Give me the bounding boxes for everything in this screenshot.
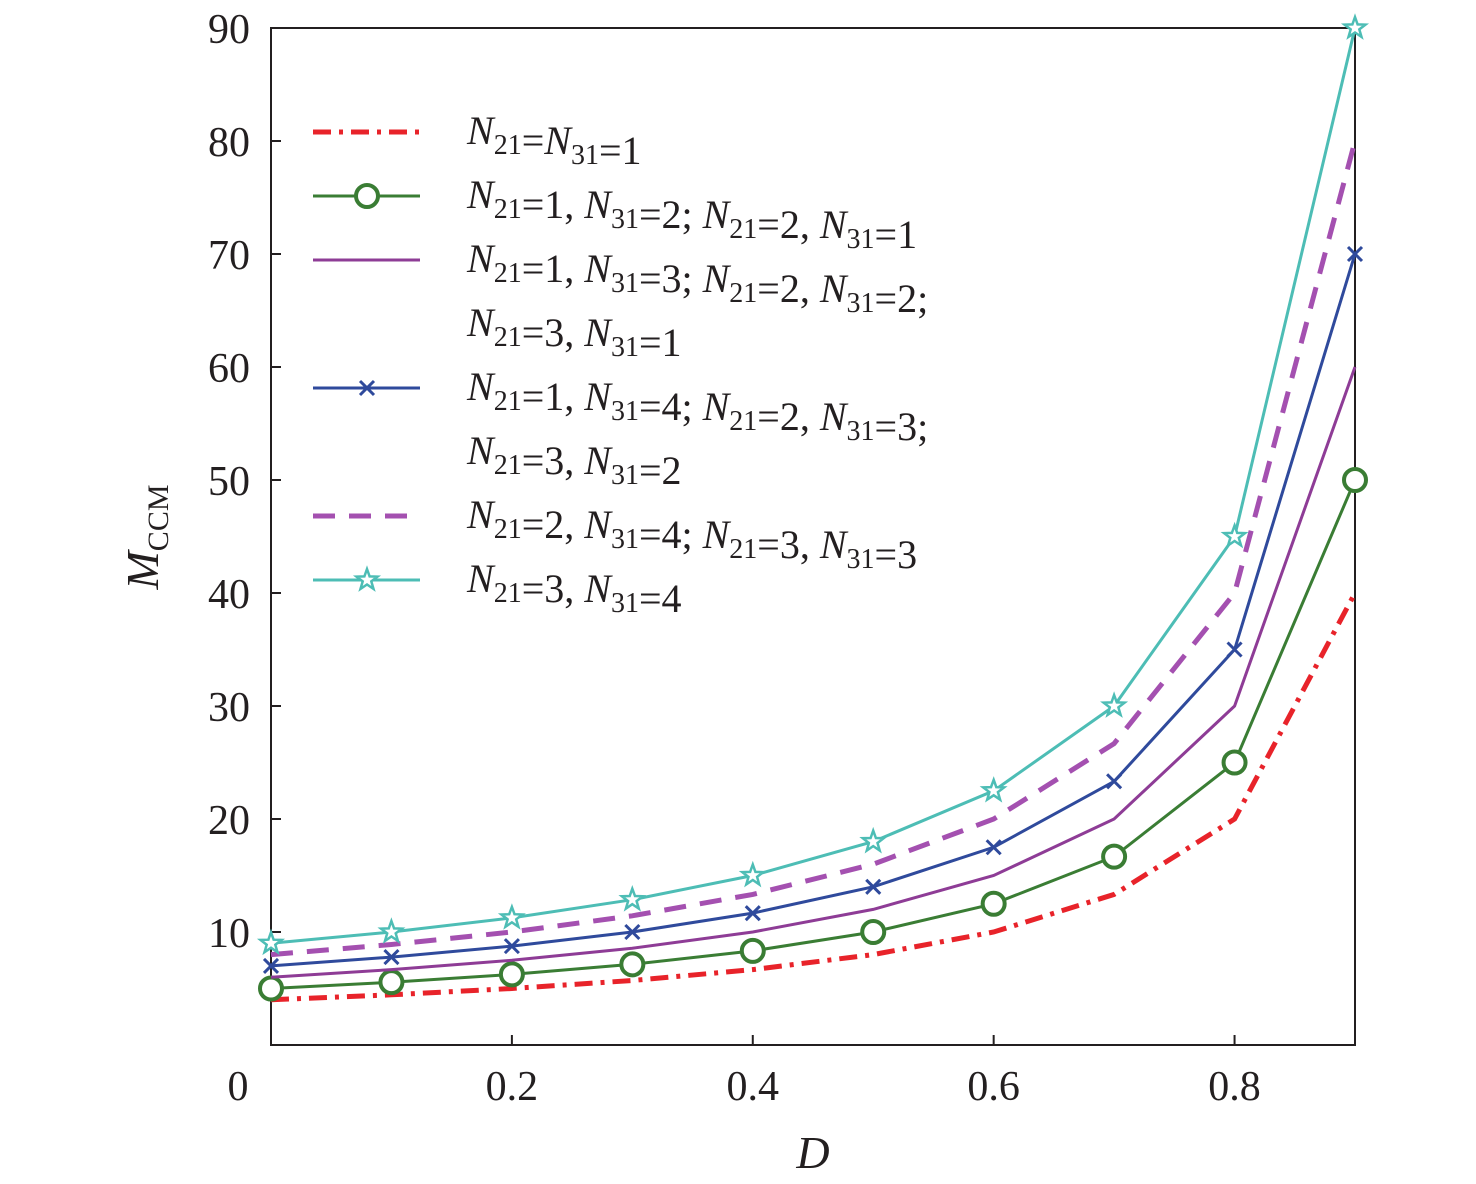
series-3: [262, 245, 1364, 974]
data-point-circle: [1101, 843, 1128, 870]
series-line: [270, 27, 1357, 945]
y-tick-label: 90: [208, 7, 250, 53]
data-point-circle: [860, 919, 887, 945]
x-axis-label: D: [795, 1127, 829, 1178]
y-tick-label: 30: [208, 685, 250, 731]
x-tick-label: 0.2: [486, 1064, 539, 1110]
data-point-x: [865, 878, 882, 895]
data-point-x: [985, 839, 1002, 856]
data-point-star: [618, 885, 647, 912]
data-point-circle: [1342, 467, 1368, 493]
data-point-x: [358, 379, 376, 397]
data-point-circle: [378, 969, 405, 996]
series-4: [270, 140, 1358, 958]
data-point-x: [503, 938, 520, 955]
legend-label: N21=N31=1: [466, 108, 642, 173]
series-2: [270, 366, 1357, 979]
data-point-circle: [354, 183, 380, 209]
legend-label: N21=2, N31=4; N21=3, N31=3: [466, 492, 917, 577]
legend-label: N21=3, N31=4: [466, 556, 682, 621]
legend-label: N21=1, N31=3; N21=2, N31=2;: [466, 236, 928, 321]
data-point-x: [262, 957, 280, 974]
plot-frame: [270, 27, 1356, 1046]
y-tick-label: 70: [208, 233, 250, 279]
y-tick-label: 40: [208, 572, 250, 618]
legend-label: N21=1, N31=2; N21=2, N31=1: [466, 172, 917, 257]
data-point-circle: [498, 961, 525, 988]
series-line: [270, 479, 1357, 990]
data-point-star: [352, 565, 382, 592]
x-tick-label: 0: [228, 1064, 249, 1110]
data-point-star: [256, 928, 286, 956]
data-point-star: [1340, 13, 1370, 40]
data-point-x: [744, 905, 761, 922]
y-tick-label: 50: [208, 459, 250, 505]
series-0: [270, 591, 1358, 1003]
y-tick-label: 10: [208, 911, 250, 957]
data-point-star: [859, 826, 888, 854]
series-5: [256, 13, 1370, 956]
y-axis-label: MCCM: [117, 484, 175, 590]
data-point-circle: [258, 975, 284, 1002]
y-tick-label: 60: [208, 346, 250, 392]
data-point-x: [383, 949, 400, 966]
data-point-star: [1220, 521, 1249, 549]
data-point-star: [497, 903, 526, 930]
series-1: [258, 467, 1368, 1002]
y-tick-label: 20: [208, 798, 250, 844]
y-tick-label: 80: [208, 120, 250, 166]
data-point-star: [738, 860, 767, 888]
data-point-star: [979, 776, 1008, 803]
series-line: [270, 140, 1358, 958]
legend-item-5: N21=3, N31=4: [313, 556, 682, 621]
x-tick-label: 0.8: [1208, 1064, 1261, 1110]
x-tick-label: 0.4: [727, 1064, 780, 1110]
legend-item-3: N21=1, N31=4; N21=2, N31=3;N21=3, N31=2: [313, 364, 928, 493]
legend-item-4: N21=2, N31=4; N21=3, N31=3: [313, 492, 917, 577]
x-tick-label: 0.6: [967, 1064, 1020, 1110]
series-line: [270, 591, 1358, 1003]
data-point-circle: [739, 937, 766, 964]
legend-item-1: N21=1, N31=2; N21=2, N31=1: [313, 172, 917, 257]
data-point-circle: [619, 951, 646, 978]
legend-label: N21=3, N31=1: [466, 300, 682, 365]
data-point-x: [1226, 641, 1243, 658]
data-point-x: [1106, 773, 1123, 790]
legend-label: N21=1, N31=4; N21=2, N31=3;: [466, 364, 928, 449]
data-point-star: [1100, 691, 1129, 718]
series-line: [270, 253, 1357, 968]
legend-label: N21=3, N31=2: [466, 428, 682, 493]
data-point-circle: [1221, 749, 1248, 776]
data-point-x: [624, 923, 641, 941]
series-line: [270, 366, 1357, 979]
legend-item-2: N21=1, N31=3; N21=2, N31=2;N21=3, N31=1: [313, 236, 928, 365]
data-point-circle: [980, 890, 1007, 917]
legend-item-0: N21=N31=1: [313, 108, 642, 173]
data-point-star: [377, 917, 406, 944]
data-point-x: [1346, 245, 1364, 263]
